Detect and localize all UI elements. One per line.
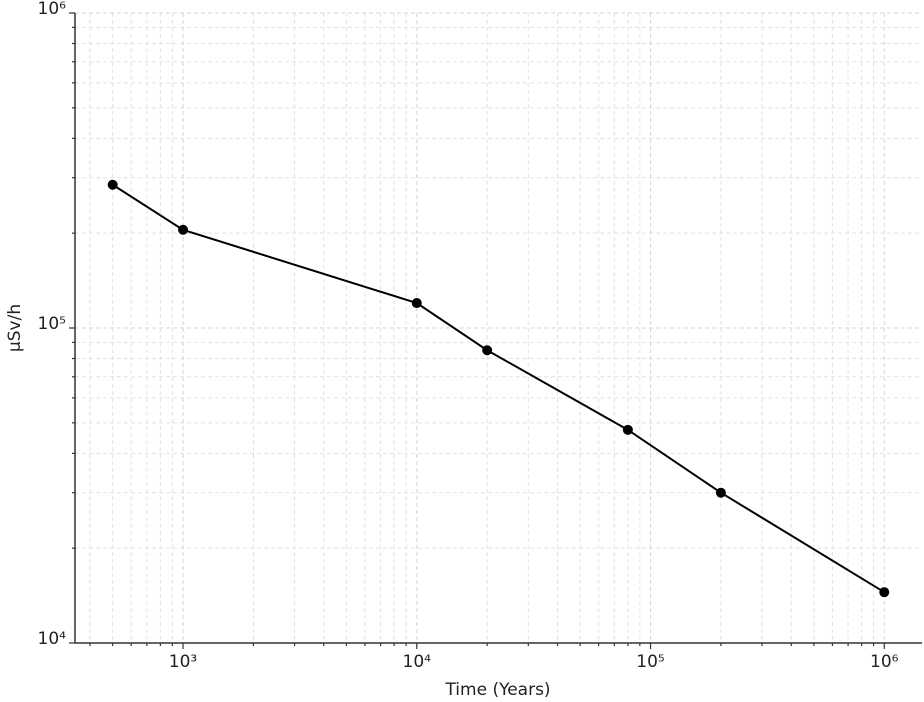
x-tick-label: 10⁵ bbox=[636, 652, 664, 672]
x-axis-label: Time (Years) bbox=[444, 680, 550, 700]
x-tick-label: 10⁴ bbox=[403, 652, 432, 672]
data-point bbox=[482, 345, 493, 356]
data-point bbox=[879, 587, 890, 598]
y-tick-label: 10⁴ bbox=[38, 629, 67, 649]
data-point bbox=[411, 298, 422, 309]
y-tick-label: 10⁵ bbox=[38, 314, 66, 334]
data-point bbox=[715, 487, 726, 498]
data-line bbox=[112, 183, 885, 594]
y-axis-label: μSv/h bbox=[5, 304, 25, 352]
data-point bbox=[107, 179, 118, 190]
data-point bbox=[622, 424, 633, 435]
x-tick-label: 10⁶ bbox=[870, 652, 899, 672]
y-tick-label: 10⁶ bbox=[38, 0, 67, 19]
data-point bbox=[178, 224, 189, 235]
x-tick-label: 10³ bbox=[169, 652, 197, 672]
